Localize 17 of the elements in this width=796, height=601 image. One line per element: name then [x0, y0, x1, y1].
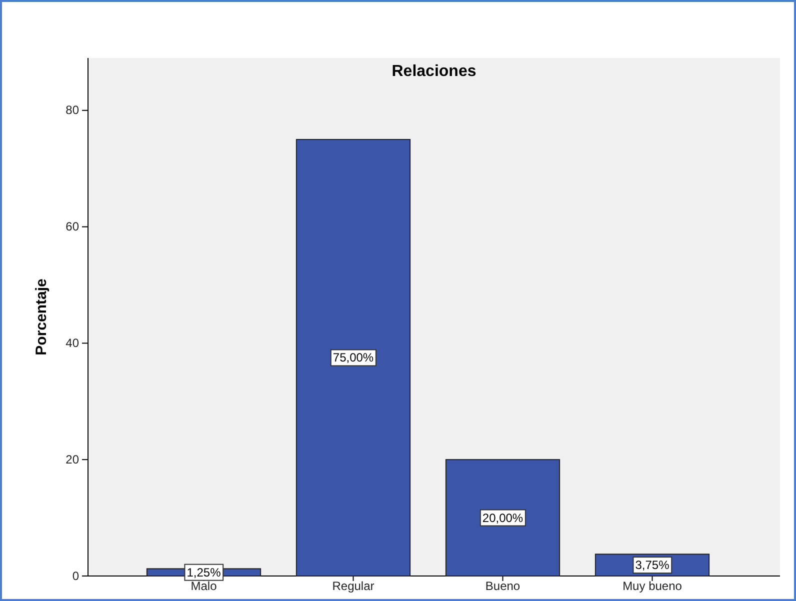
y-tick-label: 20	[66, 452, 80, 466]
bar	[445, 459, 560, 576]
bar	[296, 138, 411, 576]
x-tick-label: Regular	[332, 579, 374, 593]
chart-title: Relaciones	[392, 63, 476, 80]
x-tick-label: Malo	[190, 579, 218, 593]
y-tick-label: 0	[72, 568, 80, 583]
x-tick-label: Bueno	[485, 579, 520, 593]
data-label: 75,00%	[332, 350, 374, 365]
data-label: 1,25%	[186, 565, 222, 580]
x-tick-label: Muy bueno	[622, 579, 682, 593]
data-label: 3,75%	[635, 558, 670, 572]
y-tick-label: 80	[66, 103, 80, 118]
y-tick-label: 40	[66, 336, 80, 350]
y-axis-title: Porcentaje	[33, 278, 50, 356]
y-tick-label: 60	[66, 220, 80, 234]
data-label: 20,00%	[482, 510, 524, 525]
